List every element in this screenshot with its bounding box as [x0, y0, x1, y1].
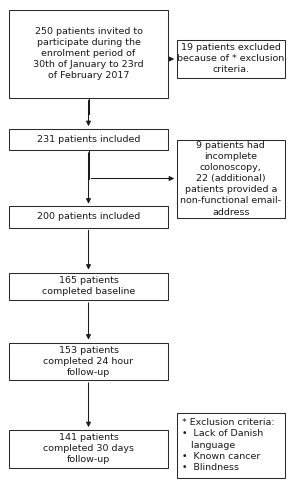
FancyBboxPatch shape [9, 342, 168, 380]
FancyBboxPatch shape [177, 140, 285, 218]
FancyBboxPatch shape [177, 412, 285, 478]
Text: 153 patients
completed 24 hour
follow-up: 153 patients completed 24 hour follow-up [43, 346, 134, 377]
Text: 250 patients invited to
participate during the
enrolment period of
30th of Janua: 250 patients invited to participate duri… [33, 27, 144, 80]
Text: 19 patients excluded
because of * exclusion
criteria.: 19 patients excluded because of * exclus… [177, 43, 284, 74]
Text: 9 patients had
incomplete
colonoscopy,
22 (additional)
patients provided a
non-f: 9 patients had incomplete colonoscopy, 2… [180, 141, 281, 216]
Text: * Exclusion criteria:
•  Lack of Danish
   language
•  Known cancer
•  Blindness: * Exclusion criteria: • Lack of Danish l… [182, 418, 275, 472]
FancyBboxPatch shape [9, 272, 168, 300]
FancyBboxPatch shape [9, 430, 168, 468]
FancyBboxPatch shape [9, 129, 168, 150]
Text: 141 patients
completed 30 days
follow-up: 141 patients completed 30 days follow-up [43, 433, 134, 464]
Text: 231 patients included: 231 patients included [37, 135, 140, 144]
FancyBboxPatch shape [9, 10, 168, 98]
FancyBboxPatch shape [9, 206, 168, 228]
Text: 165 patients
completed baseline: 165 patients completed baseline [42, 276, 135, 296]
Text: 200 patients included: 200 patients included [37, 212, 140, 222]
FancyBboxPatch shape [177, 40, 285, 78]
